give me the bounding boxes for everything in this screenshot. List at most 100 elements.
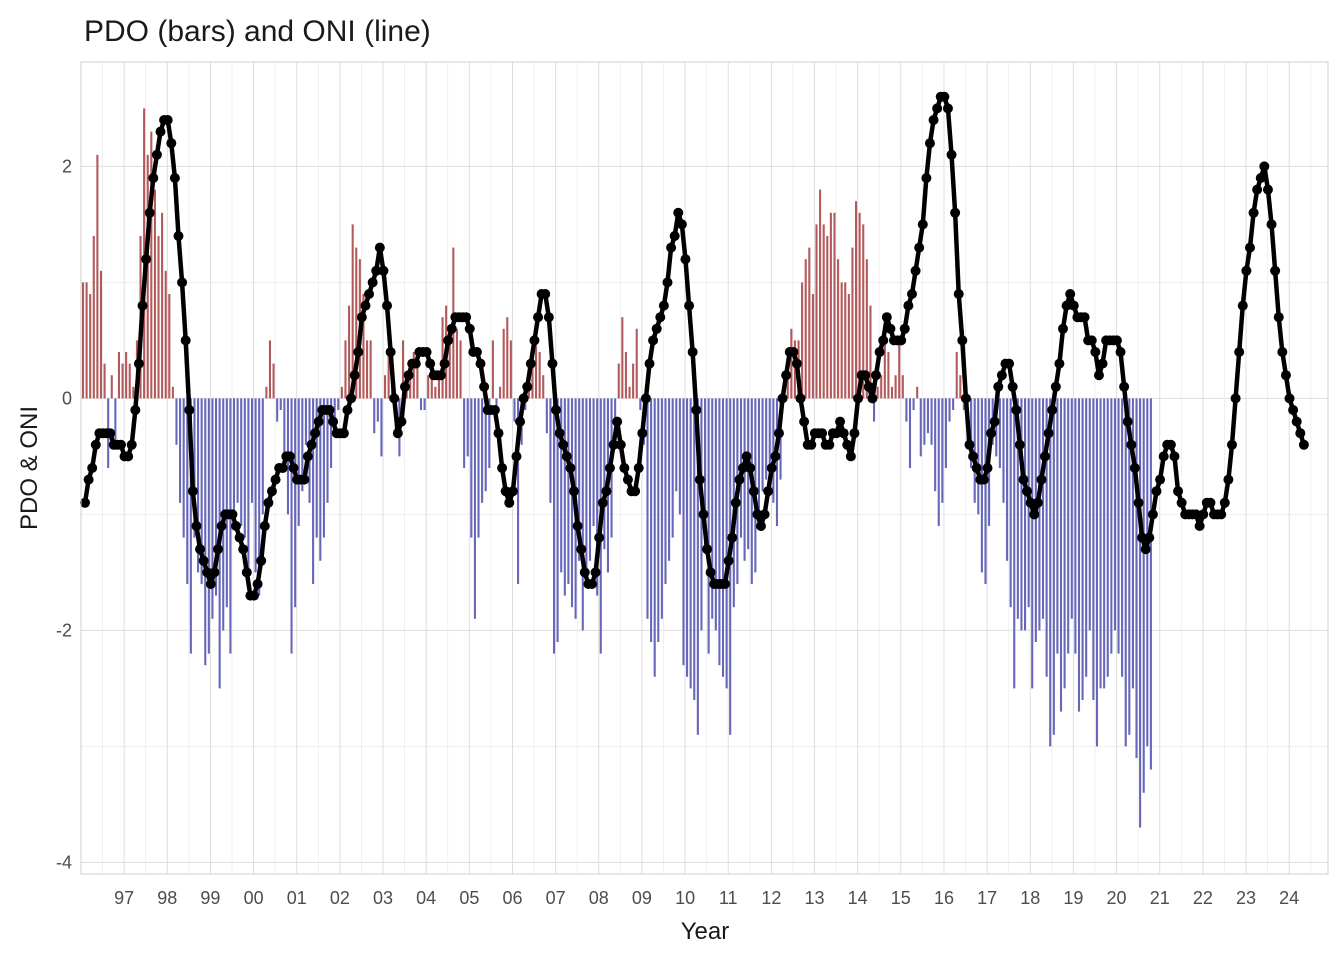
oni-point — [202, 567, 213, 578]
x-tick-label: 14 — [848, 888, 868, 908]
pdo-bar — [696, 398, 699, 735]
oni-point — [849, 428, 860, 439]
oni-point — [881, 312, 892, 323]
oni-point — [1086, 335, 1097, 346]
pdo-bar — [1088, 398, 1091, 631]
pdo-bar — [944, 398, 947, 468]
oni-point — [1259, 161, 1270, 172]
pdo-bar — [890, 386, 894, 399]
oni-point — [1155, 474, 1166, 485]
pdo-bar — [1124, 398, 1127, 747]
pdo-bar — [578, 398, 581, 561]
oni-point — [522, 381, 533, 392]
pdo-bar — [383, 375, 387, 399]
pdo-bar — [822, 224, 825, 399]
pdo-bar — [703, 398, 707, 550]
pdo-bar — [85, 282, 88, 399]
oni-point — [673, 207, 684, 218]
pdo-bar — [689, 398, 692, 689]
pdo-bar — [157, 236, 160, 399]
pdo-bar — [757, 398, 761, 526]
y-tick-label: -2 — [56, 620, 72, 640]
oni-point — [878, 335, 889, 346]
pdo-bar — [502, 328, 505, 399]
oni-point — [266, 486, 277, 497]
pdo-bar — [186, 398, 189, 584]
x-tick-label: 21 — [1150, 888, 1170, 908]
pdo-bar — [1041, 398, 1045, 619]
oni-point — [694, 474, 705, 485]
oni-point — [83, 474, 94, 485]
oni-point — [950, 207, 961, 218]
pdo-bar — [538, 352, 541, 399]
oni-point — [313, 416, 324, 427]
pdo-bar — [837, 259, 840, 399]
oni-point — [1079, 312, 1090, 323]
pdo-bar — [779, 398, 782, 480]
oni-point — [216, 521, 227, 531]
oni-point — [565, 463, 576, 473]
oni-point — [511, 451, 522, 462]
oni-point — [906, 289, 917, 299]
pdo-bar — [236, 398, 239, 503]
pdo-bar — [563, 398, 566, 596]
pdo-bar — [959, 375, 962, 399]
oni-point — [874, 347, 885, 357]
pdo-bar — [258, 398, 261, 596]
oni-point — [1133, 497, 1144, 508]
pdo-bar — [481, 398, 484, 503]
pdo-bar — [1034, 398, 1037, 642]
oni-point — [461, 312, 472, 323]
pdo-bar — [934, 398, 937, 492]
pdo-bar — [552, 398, 556, 654]
pdo-bar — [614, 398, 617, 434]
grid-lines — [81, 62, 1328, 874]
pdo-bar — [412, 352, 415, 399]
pdo-bar — [1052, 398, 1055, 735]
chart-title: PDO (bars) and ONI (line) — [84, 15, 431, 48]
x-tick-label: 20 — [1107, 888, 1127, 908]
oni-point — [144, 207, 155, 218]
pdo-bar — [1009, 398, 1012, 608]
pdo-bar — [448, 328, 451, 399]
oni-point — [1058, 323, 1068, 334]
pdo-bar — [1038, 398, 1041, 631]
oni-point — [166, 138, 177, 149]
pdo-bar — [1131, 398, 1134, 689]
pdo-bar — [829, 212, 832, 399]
pdo-bar — [419, 398, 423, 410]
pdo-bar — [1103, 398, 1106, 689]
oni-point — [1237, 300, 1248, 311]
oni-point — [338, 428, 349, 439]
pdo-bar — [488, 398, 491, 468]
pdo-bar — [117, 352, 120, 399]
oni-point — [702, 544, 713, 555]
pdo-bar — [588, 398, 592, 561]
pdo-bar — [164, 270, 167, 399]
pdo-bar — [973, 398, 976, 503]
x-tick-label: 99 — [200, 888, 220, 908]
pdo-bar — [560, 398, 563, 573]
oni-point — [763, 486, 774, 497]
oni-point — [791, 358, 802, 369]
oni-point — [1007, 381, 1018, 392]
pdo-bar — [919, 398, 922, 457]
pdo-bar — [132, 386, 135, 399]
pdo-bar — [671, 398, 674, 538]
oni-point — [525, 358, 536, 369]
oni-point — [1194, 521, 1205, 531]
oni-point — [533, 312, 544, 323]
oni-point — [1230, 393, 1241, 404]
oni-point — [752, 509, 763, 520]
oni-point — [651, 323, 662, 334]
oni-point — [173, 231, 184, 241]
oni-point — [558, 439, 569, 450]
pdo-bar — [301, 398, 304, 492]
pdo-bar — [175, 398, 178, 445]
pdo-bar — [883, 328, 886, 399]
oni-point — [180, 335, 191, 346]
oni-point — [773, 428, 784, 439]
oni-point — [1097, 358, 1108, 369]
pdo-bar — [268, 340, 272, 399]
pdo-bar — [513, 398, 516, 422]
